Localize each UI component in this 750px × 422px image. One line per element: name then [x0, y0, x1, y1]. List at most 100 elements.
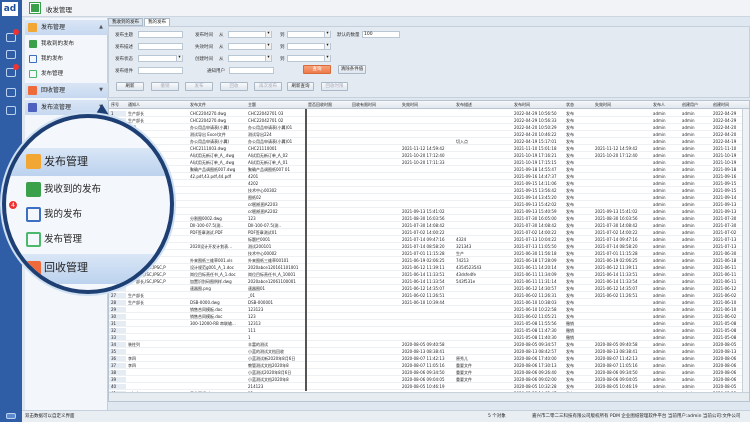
expire-time-to[interactable]	[287, 43, 331, 50]
column-header[interactable]: 发布人	[653, 102, 665, 107]
default-count-input[interactable]: 100	[362, 31, 400, 38]
table-row[interactable]: 35 小蓝的测试文档回收 2020-08-13 08:38:41 2020-08-13…	[109, 348, 749, 355]
expire-time-from[interactable]	[228, 43, 272, 50]
table-row[interactable]: 21生产主任技术中心000022021-07-01 11:15:28生产2021…	[109, 250, 749, 257]
refresh-button[interactable]: 刷新	[116, 82, 144, 91]
table-row[interactable]: 7AI试用无新订单_A_.dwgAI试用无新订单_A_022021-10-20 …	[109, 152, 749, 159]
table-row[interactable]: 13图纸022021-09-14 13:45:20发布adminadmin202…	[109, 194, 749, 201]
table-row[interactable]: 40 214123 2020-08-05 10:46:19 2020-08-05 10…	[109, 383, 749, 390]
table-row[interactable]: 36 李四 小蓝测试新2020年8月6日 2020-08-07 11:42:13 原秀儿…	[109, 355, 749, 362]
column-header[interactable]: 发布文件	[190, 102, 206, 107]
table-row[interactable]: 38 小蓝测试2020年8月6日 2020-08-06 09:34:50 重要文件 20…	[109, 369, 749, 376]
vertical-scrollbar[interactable]	[742, 109, 749, 393]
subject-input[interactable]	[138, 31, 183, 38]
sidebar-group-publish[interactable]: 发布管理 ▲	[25, 20, 108, 35]
sidebar-item-received[interactable]: 我收到的发布	[25, 37, 108, 51]
zoom-label: 我收到的发布	[44, 184, 102, 195]
table-row[interactable]: 27 生产部长 _01 2021-06-02 11:26:51 2021-06-02 1…	[109, 292, 749, 299]
table-row[interactable]: 25生产部长,ISC,IPSC,P加置识别码图例样.dwg2020abce120…	[109, 278, 749, 285]
table-row[interactable]: 34 装柱列 丰富的测试 2020-08-05 09:40:58 2020-08-05 …	[109, 341, 749, 348]
table-row[interactable]: 37 李四 教管测试文档2020年8 2020-08-07 11:05:16 重要文件 2…	[109, 362, 749, 369]
folder-icon[interactable]	[6, 50, 16, 59]
table-row[interactable]: 23生产部长,ISC,IPSC,P设计规范g001_A_1.doc2020abc…	[109, 264, 749, 271]
tab-received[interactable]: 我收到的发布	[108, 18, 143, 26]
column-header[interactable]: 状态	[566, 102, 574, 107]
desc-input[interactable]	[138, 43, 183, 50]
table-row[interactable]: 31 300-12000-RB 串联输... 12313 2021-05-08 11:…	[109, 320, 749, 327]
column-header[interactable]: 失效时间	[595, 102, 611, 107]
table-row[interactable]: 6张飞,生产...CHC2111003.dwgCHC211100012021-1…	[109, 145, 749, 152]
table-row[interactable]: 8AI试用无新订单_A_.dwgAI试用无新订单_A_012021-10-20 …	[109, 159, 749, 166]
table-row[interactable]: 39 小蓝测试文档2020年8 2020-08-06 09:04:05 重要文件 202…	[109, 376, 749, 383]
notify-user-input[interactable]	[229, 67, 274, 74]
column-header[interactable]: 失效时间	[402, 102, 418, 107]
zoom-item-my-publish[interactable]: 我的发布	[6, 202, 170, 227]
column-header[interactable]: 回收有限时间	[352, 102, 376, 107]
create-time-from[interactable]	[228, 55, 272, 62]
republish-button[interactable]: 再次发布	[254, 82, 282, 91]
status-select[interactable]	[138, 55, 183, 62]
column-header[interactable]: 是否回收时限	[308, 102, 332, 107]
chart-icon[interactable]	[6, 68, 16, 77]
table-row[interactable]: 12技术中心003022021-09-15 13:56:42发布adminadm…	[109, 187, 749, 194]
table-row[interactable]: 15cd图纸图A22022021-09-13 15:41:022021-09-1…	[109, 208, 749, 215]
sidebar-group-recycle[interactable]: 回收管理 ▼	[25, 83, 108, 98]
table-row[interactable]: 28 生产部长 DSB-0000.dwg DSB-000001 2021-06-10 1…	[109, 299, 749, 306]
pub-time-from[interactable]	[228, 31, 272, 38]
settings-icon[interactable]	[6, 88, 16, 97]
recycle-limit-button[interactable]: 回收时限	[321, 82, 348, 91]
table-row[interactable]: 33 1 2021-05-08 11:40:30 撤销 admin admin 2021-0…	[109, 334, 749, 341]
column-header[interactable]: 创建时间	[713, 102, 729, 107]
column-header[interactable]: 创建用户	[682, 102, 698, 107]
table-cell: 2021-06-14 11:33:54	[402, 279, 445, 284]
publish-button[interactable]: 发布	[185, 82, 213, 91]
clear-button[interactable]: 清除条件值	[338, 65, 366, 74]
sidebar-item-my-publish[interactable]: 我的发布	[25, 52, 108, 66]
column-header[interactable]: 通知人	[128, 102, 140, 107]
component-input[interactable]	[138, 67, 183, 74]
create-time-to[interactable]	[287, 55, 331, 62]
zoom-item-publish-manage[interactable]: 发布管理	[6, 227, 170, 252]
table-row[interactable]: 29 销售合同模板.doc 123123 2021-06-10 10:22:58 发布 a…	[109, 306, 749, 313]
recycle-button[interactable]: 回收	[220, 82, 248, 91]
table-row[interactable]: 24生产部长,ISC,IPSC,P岗位目标责任书_A_1.doc岗位目标责任书_…	[109, 271, 749, 278]
menu-icon[interactable]	[6, 413, 16, 419]
refresh-query-button[interactable]: 刷新查询	[287, 82, 314, 91]
table-row[interactable]: 30 销售合同模板.doc 123 2021-06-02 11:05:21 发布 admi…	[109, 313, 749, 320]
table-row[interactable]: 19生产主任标题栏00012021-07-14 09:47:1643242021…	[109, 236, 749, 243]
column-header[interactable]: 序号	[111, 102, 119, 107]
horizontal-scrollbar[interactable]	[109, 392, 749, 401]
table-cell: 发布	[566, 272, 574, 277]
revoke-button[interactable]: 撤销	[151, 82, 179, 91]
query-button[interactable]: 查询	[303, 65, 331, 74]
message-icon[interactable]	[6, 33, 16, 42]
column-header[interactable]: 主题	[248, 102, 256, 107]
zoom-group-recycle[interactable]: 回收管理	[6, 254, 170, 284]
column-splitter[interactable]	[305, 109, 307, 391]
table-row[interactable]: 1 生产部长 CHC2204270.dwg CHC22042701 03 2022-04…	[109, 110, 749, 117]
table-row[interactable]: 5小翼办公用品申请表(小翼)办公用品申请表(小翼)01切入点2022-04-19…	[109, 138, 749, 145]
zoom-group-publish[interactable]: 发布管理	[6, 148, 170, 176]
table-row[interactable]: 11生产主任42022021-09-15 14:11:06发布adminadmi…	[109, 180, 749, 187]
table-cell: admin	[682, 349, 695, 354]
zoom-item-received[interactable]: 我收到的发布	[6, 177, 170, 202]
sidebar-item-publish-manage[interactable]: 发布管理	[25, 67, 108, 81]
table-row[interactable]: 32 111 2021-05-08 11:47:30 撤销 admin admin 2021…	[109, 327, 749, 334]
column-header[interactable]: 发布时间	[514, 102, 530, 107]
pub-time-to[interactable]	[287, 31, 331, 38]
user-icon[interactable]	[6, 106, 16, 115]
tab-my-publish[interactable]: 我的发布	[144, 18, 170, 26]
table-row[interactable]: 17DII-100-07.5(测..DII-100-07.5(测..2021-0…	[109, 222, 749, 229]
column-header[interactable]: 发布描述	[456, 102, 472, 107]
